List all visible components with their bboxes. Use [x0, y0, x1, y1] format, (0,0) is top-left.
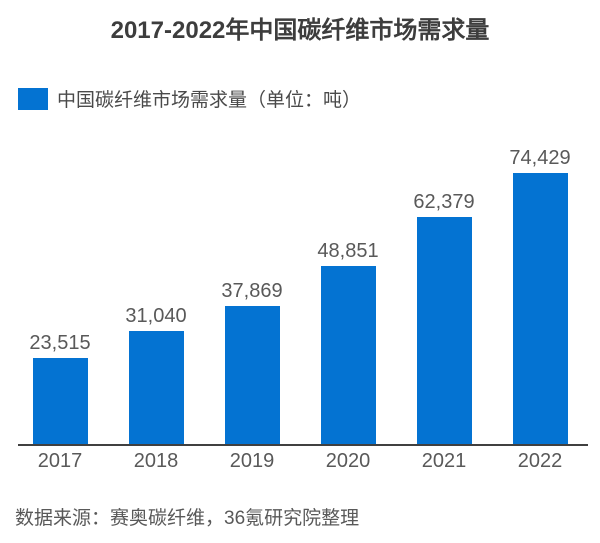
- chart-title: 2017-2022年中国碳纤维市场需求量: [110, 17, 490, 44]
- bar-column: 74,429: [492, 147, 588, 444]
- x-axis-label: 2019: [229, 450, 275, 472]
- bar: [224, 306, 280, 444]
- legend: 中国碳纤维市场需求量（单位：吨）: [18, 85, 361, 112]
- bar: [320, 266, 376, 444]
- legend-swatch-icon: [18, 87, 48, 110]
- plot-area: 23,515 31,040 37,869 48,851 62,379 74,429: [12, 147, 588, 444]
- bar-column: 23,515: [12, 147, 108, 444]
- bar-value-label: 31,040: [125, 305, 187, 327]
- x-axis-line: [18, 444, 588, 446]
- legend-label: 中国碳纤维市场需求量（单位：吨）: [57, 90, 362, 111]
- bar-column: 62,379: [396, 147, 492, 444]
- x-axis-label: 2022: [517, 450, 563, 472]
- bar: [512, 173, 568, 444]
- x-axis-labels: 2017 2018 2019 2020 2021 2022: [12, 450, 588, 473]
- bar: [128, 331, 184, 444]
- x-axis-label: 2020: [325, 450, 371, 472]
- bar: [32, 358, 88, 444]
- bar-value-label: 23,515: [29, 332, 91, 354]
- bar-value-label: 37,869: [221, 280, 283, 302]
- bar-value-label: 48,851: [317, 240, 379, 262]
- x-axis-label: 2021: [421, 450, 467, 472]
- source-note: 数据来源：赛奥碳纤维，36氪研究院整理: [15, 508, 360, 529]
- bar-value-label: 74,429: [509, 147, 571, 169]
- x-axis-label: 2018: [133, 450, 179, 472]
- bar-column: 31,040: [108, 147, 204, 444]
- bar: [416, 217, 472, 444]
- bar-value-label: 62,379: [413, 191, 475, 213]
- bar-column: 37,869: [204, 147, 300, 444]
- bar-column: 48,851: [300, 147, 396, 444]
- x-axis-label: 2017: [37, 450, 83, 472]
